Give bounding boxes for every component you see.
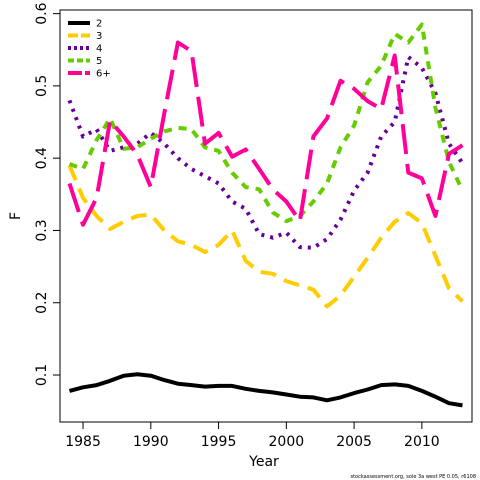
x-tick-label: 1985 xyxy=(65,434,101,450)
y-axis: 0.1 0.2 0.3 0.4 0.5 0.6 xyxy=(34,2,61,386)
x-axis-label: Year xyxy=(248,454,279,470)
series-layer xyxy=(67,22,465,408)
series-line-2 xyxy=(67,164,464,309)
legend-label-4: 5 xyxy=(96,56,102,67)
legend: 23 45 6+ xyxy=(68,19,111,80)
legend-label-1: 2 xyxy=(96,19,102,30)
series-line-5 xyxy=(67,40,464,227)
y-tick-label: 0.5 xyxy=(34,75,50,97)
legend-label-2: 3 xyxy=(96,31,102,42)
x-tick-label: 1995 xyxy=(201,434,237,450)
x-tick-label: 1990 xyxy=(133,434,169,450)
footnote: stockassessment.org, sole 3a west PE 0.0… xyxy=(350,474,476,480)
y-tick-label: 0.1 xyxy=(34,364,50,386)
series-line-1 xyxy=(68,372,463,408)
y-tick-label: 0.3 xyxy=(34,219,50,241)
series-line-4 xyxy=(68,22,465,224)
x-tick-label: 2000 xyxy=(269,434,305,450)
legend-label-3: 4 xyxy=(96,44,102,55)
x-axis: 1985 1990 1995 2000 2005 2010 xyxy=(65,421,440,450)
y-tick-label: 0.6 xyxy=(34,2,50,24)
x-tick-label: 2010 xyxy=(404,434,440,450)
y-tick-label: 0.2 xyxy=(34,292,50,314)
y-tick-label: 0.4 xyxy=(34,147,50,169)
y-axis-label: F xyxy=(8,212,24,220)
legend-label-5: 6+ xyxy=(96,69,111,80)
x-tick-label: 2005 xyxy=(336,434,372,450)
series-line-3 xyxy=(67,55,465,250)
